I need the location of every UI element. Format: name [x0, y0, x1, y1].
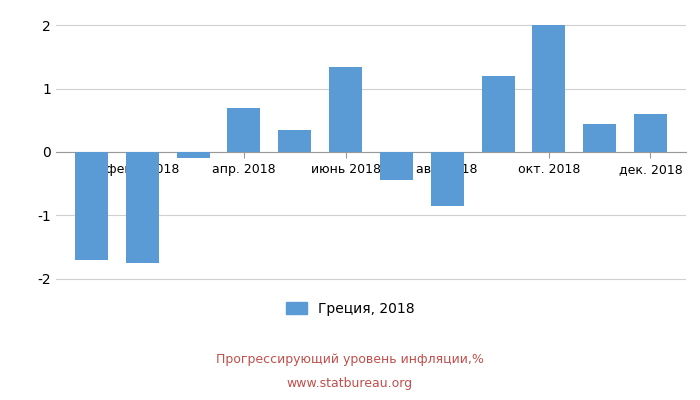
Bar — [126, 152, 159, 263]
Bar — [228, 108, 260, 152]
Bar — [634, 114, 667, 152]
Text: www.statbureau.org: www.statbureau.org — [287, 378, 413, 390]
Bar — [176, 152, 210, 158]
Bar — [583, 124, 616, 152]
Bar — [532, 26, 566, 152]
Bar — [380, 152, 413, 180]
Text: Прогрессирующий уровень инфляции,%: Прогрессирующий уровень инфляции,% — [216, 354, 484, 366]
Bar — [329, 67, 362, 152]
Bar — [75, 152, 108, 260]
Bar — [482, 76, 514, 152]
Bar — [430, 152, 463, 206]
Bar — [279, 130, 312, 152]
Legend: Греция, 2018: Греция, 2018 — [280, 296, 420, 321]
